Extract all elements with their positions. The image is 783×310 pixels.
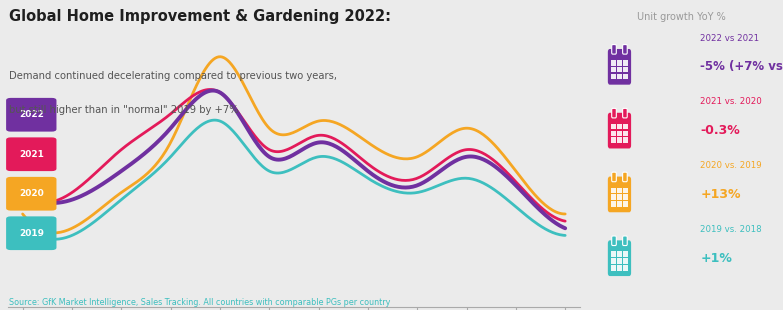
FancyBboxPatch shape	[612, 74, 616, 79]
FancyBboxPatch shape	[6, 216, 56, 250]
FancyBboxPatch shape	[608, 177, 631, 212]
FancyBboxPatch shape	[623, 124, 628, 130]
FancyBboxPatch shape	[623, 265, 628, 271]
FancyBboxPatch shape	[623, 258, 628, 264]
FancyBboxPatch shape	[617, 194, 622, 200]
FancyBboxPatch shape	[617, 124, 622, 130]
FancyBboxPatch shape	[617, 188, 622, 193]
Text: 2019: 2019	[19, 229, 44, 238]
Text: +13%: +13%	[700, 188, 741, 201]
FancyBboxPatch shape	[617, 67, 622, 73]
Text: 2020: 2020	[19, 189, 44, 198]
FancyBboxPatch shape	[623, 60, 628, 66]
FancyBboxPatch shape	[617, 258, 622, 264]
FancyBboxPatch shape	[622, 172, 627, 182]
FancyBboxPatch shape	[617, 137, 622, 143]
Text: Source: GfK Market Intelligence, Sales Tracking. All countries with comparable P: Source: GfK Market Intelligence, Sales T…	[9, 298, 391, 307]
FancyBboxPatch shape	[612, 108, 616, 118]
FancyBboxPatch shape	[610, 51, 630, 55]
FancyBboxPatch shape	[610, 179, 630, 183]
FancyBboxPatch shape	[612, 60, 616, 66]
FancyBboxPatch shape	[612, 131, 616, 136]
Text: 2021 vs. 2020: 2021 vs. 2020	[700, 97, 762, 106]
FancyBboxPatch shape	[610, 115, 630, 119]
Text: 2019 vs. 2018: 2019 vs. 2018	[700, 225, 762, 234]
FancyBboxPatch shape	[617, 201, 622, 207]
FancyBboxPatch shape	[623, 188, 628, 193]
FancyBboxPatch shape	[623, 201, 628, 207]
FancyBboxPatch shape	[612, 188, 616, 193]
FancyBboxPatch shape	[612, 258, 616, 264]
FancyBboxPatch shape	[612, 265, 616, 271]
FancyBboxPatch shape	[617, 251, 622, 257]
Text: Unit growth YoY %: Unit growth YoY %	[637, 12, 726, 22]
FancyBboxPatch shape	[622, 108, 627, 118]
FancyBboxPatch shape	[623, 194, 628, 200]
FancyBboxPatch shape	[617, 265, 622, 271]
FancyBboxPatch shape	[608, 240, 631, 276]
FancyBboxPatch shape	[617, 60, 622, 66]
FancyBboxPatch shape	[612, 45, 616, 54]
FancyBboxPatch shape	[623, 74, 628, 79]
Text: Demand continued decelerating compared to previous two years,: Demand continued decelerating compared t…	[9, 71, 337, 81]
FancyBboxPatch shape	[612, 201, 616, 207]
FancyBboxPatch shape	[6, 137, 56, 171]
FancyBboxPatch shape	[623, 251, 628, 257]
Text: 2022: 2022	[19, 110, 44, 119]
Text: +1%: +1%	[700, 252, 732, 265]
FancyBboxPatch shape	[617, 74, 622, 79]
FancyBboxPatch shape	[612, 172, 616, 182]
FancyBboxPatch shape	[6, 177, 56, 210]
FancyBboxPatch shape	[612, 236, 616, 246]
Text: Global Home Improvement & Gardening 2022:: Global Home Improvement & Gardening 2022…	[9, 9, 392, 24]
FancyBboxPatch shape	[612, 67, 616, 73]
FancyBboxPatch shape	[623, 67, 628, 73]
Text: -5% (+7% vs 2019): -5% (+7% vs 2019)	[700, 60, 783, 73]
Text: but still higher than in "normal" 2019 by +7%: but still higher than in "normal" 2019 b…	[9, 105, 239, 115]
FancyBboxPatch shape	[622, 236, 627, 246]
Text: 2022 vs 2021: 2022 vs 2021	[700, 33, 760, 42]
Text: 2020 vs. 2019: 2020 vs. 2019	[700, 161, 762, 170]
FancyBboxPatch shape	[623, 131, 628, 136]
FancyBboxPatch shape	[623, 137, 628, 143]
FancyBboxPatch shape	[608, 49, 631, 85]
Text: -0.3%: -0.3%	[700, 124, 740, 137]
FancyBboxPatch shape	[612, 194, 616, 200]
FancyBboxPatch shape	[612, 124, 616, 130]
FancyBboxPatch shape	[6, 98, 56, 132]
FancyBboxPatch shape	[612, 251, 616, 257]
FancyBboxPatch shape	[608, 113, 631, 148]
FancyBboxPatch shape	[612, 137, 616, 143]
FancyBboxPatch shape	[610, 243, 630, 247]
Text: 2021: 2021	[19, 150, 44, 159]
FancyBboxPatch shape	[622, 45, 627, 54]
FancyBboxPatch shape	[617, 131, 622, 136]
